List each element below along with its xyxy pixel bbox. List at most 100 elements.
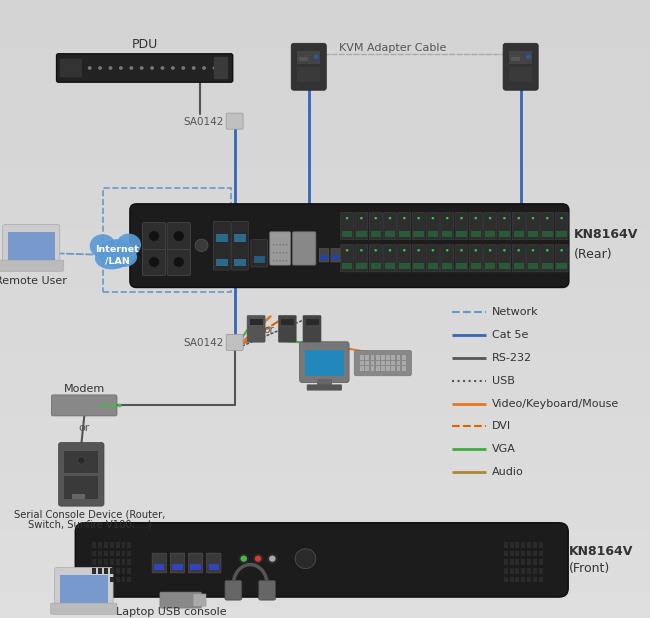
Circle shape [195, 239, 208, 252]
Bar [98, 551, 102, 556]
Circle shape [106, 404, 110, 407]
FancyBboxPatch shape [75, 523, 568, 597]
Bar [0, 62, 650, 68]
Circle shape [489, 249, 491, 252]
FancyBboxPatch shape [214, 57, 228, 79]
Circle shape [474, 249, 477, 252]
Circle shape [346, 217, 348, 219]
Bar [0, 346, 650, 352]
Bar [539, 542, 543, 548]
Bar [342, 231, 352, 237]
FancyBboxPatch shape [55, 567, 113, 608]
Bar [0, 426, 650, 433]
Text: DVI: DVI [492, 421, 511, 431]
Ellipse shape [110, 247, 137, 267]
Bar [542, 231, 552, 237]
Bar [515, 559, 519, 565]
Bar [0, 56, 650, 62]
FancyBboxPatch shape [160, 592, 202, 608]
Text: SA0142: SA0142 [183, 338, 224, 348]
Bar [511, 57, 520, 61]
Bar [0, 482, 650, 488]
Bar [0, 420, 650, 426]
Circle shape [360, 249, 363, 252]
Bar [385, 231, 395, 237]
FancyBboxPatch shape [251, 240, 268, 267]
Bar [0, 37, 650, 43]
Bar [0, 117, 650, 124]
Bar [0, 464, 650, 470]
FancyBboxPatch shape [292, 232, 316, 265]
FancyBboxPatch shape [341, 213, 354, 240]
FancyBboxPatch shape [231, 221, 248, 270]
Bar [381, 366, 385, 371]
FancyBboxPatch shape [3, 224, 60, 265]
Circle shape [460, 217, 463, 219]
Bar [0, 260, 650, 266]
Circle shape [276, 252, 278, 253]
Bar [521, 551, 525, 556]
Circle shape [267, 554, 278, 564]
Bar [539, 568, 543, 574]
Text: KN8164V: KN8164V [574, 229, 638, 242]
Bar [297, 67, 320, 82]
Circle shape [389, 217, 391, 219]
Bar [360, 355, 364, 360]
Bar [527, 568, 531, 574]
Circle shape [149, 231, 159, 241]
Circle shape [239, 554, 249, 564]
Bar [399, 263, 410, 269]
Circle shape [118, 404, 122, 407]
Bar [0, 154, 650, 161]
Bar [0, 334, 650, 340]
Bar [0, 352, 650, 358]
Bar [0, 389, 650, 396]
Bar [533, 559, 537, 565]
FancyBboxPatch shape [484, 245, 497, 272]
Circle shape [432, 249, 434, 252]
Circle shape [202, 66, 206, 70]
FancyBboxPatch shape [247, 315, 265, 342]
Circle shape [432, 217, 434, 219]
Bar [320, 255, 328, 260]
Bar [515, 577, 519, 582]
FancyBboxPatch shape [484, 213, 497, 240]
Bar [0, 433, 650, 439]
Bar [0, 229, 650, 235]
Bar [360, 366, 364, 371]
Bar [0, 501, 650, 507]
Text: or: or [79, 423, 90, 433]
FancyBboxPatch shape [441, 245, 454, 272]
FancyBboxPatch shape [512, 213, 525, 240]
Bar [0, 451, 650, 457]
Bar [0, 377, 650, 383]
Ellipse shape [98, 239, 136, 268]
Bar [0, 12, 650, 19]
Bar [0, 204, 650, 210]
FancyBboxPatch shape [142, 222, 166, 250]
Bar [542, 263, 552, 269]
Bar [0, 43, 650, 49]
FancyBboxPatch shape [226, 113, 243, 129]
Text: PDU: PDU [131, 38, 158, 51]
Bar [0, 315, 650, 321]
Bar [116, 542, 120, 548]
Bar [515, 551, 519, 556]
Bar [110, 559, 114, 565]
FancyBboxPatch shape [398, 213, 411, 240]
Circle shape [213, 66, 216, 70]
Bar [521, 577, 525, 582]
Bar [0, 457, 650, 464]
Bar [0, 68, 650, 74]
Bar [509, 67, 532, 82]
FancyBboxPatch shape [355, 213, 368, 240]
FancyBboxPatch shape [58, 442, 104, 506]
Bar [0, 507, 650, 513]
Text: Video/Keyboard/Mouse: Video/Keyboard/Mouse [492, 399, 619, 408]
FancyBboxPatch shape [526, 213, 539, 240]
Circle shape [314, 54, 319, 59]
Bar [527, 577, 531, 582]
FancyBboxPatch shape [57, 54, 233, 82]
Bar [110, 577, 114, 582]
Bar [402, 361, 406, 365]
